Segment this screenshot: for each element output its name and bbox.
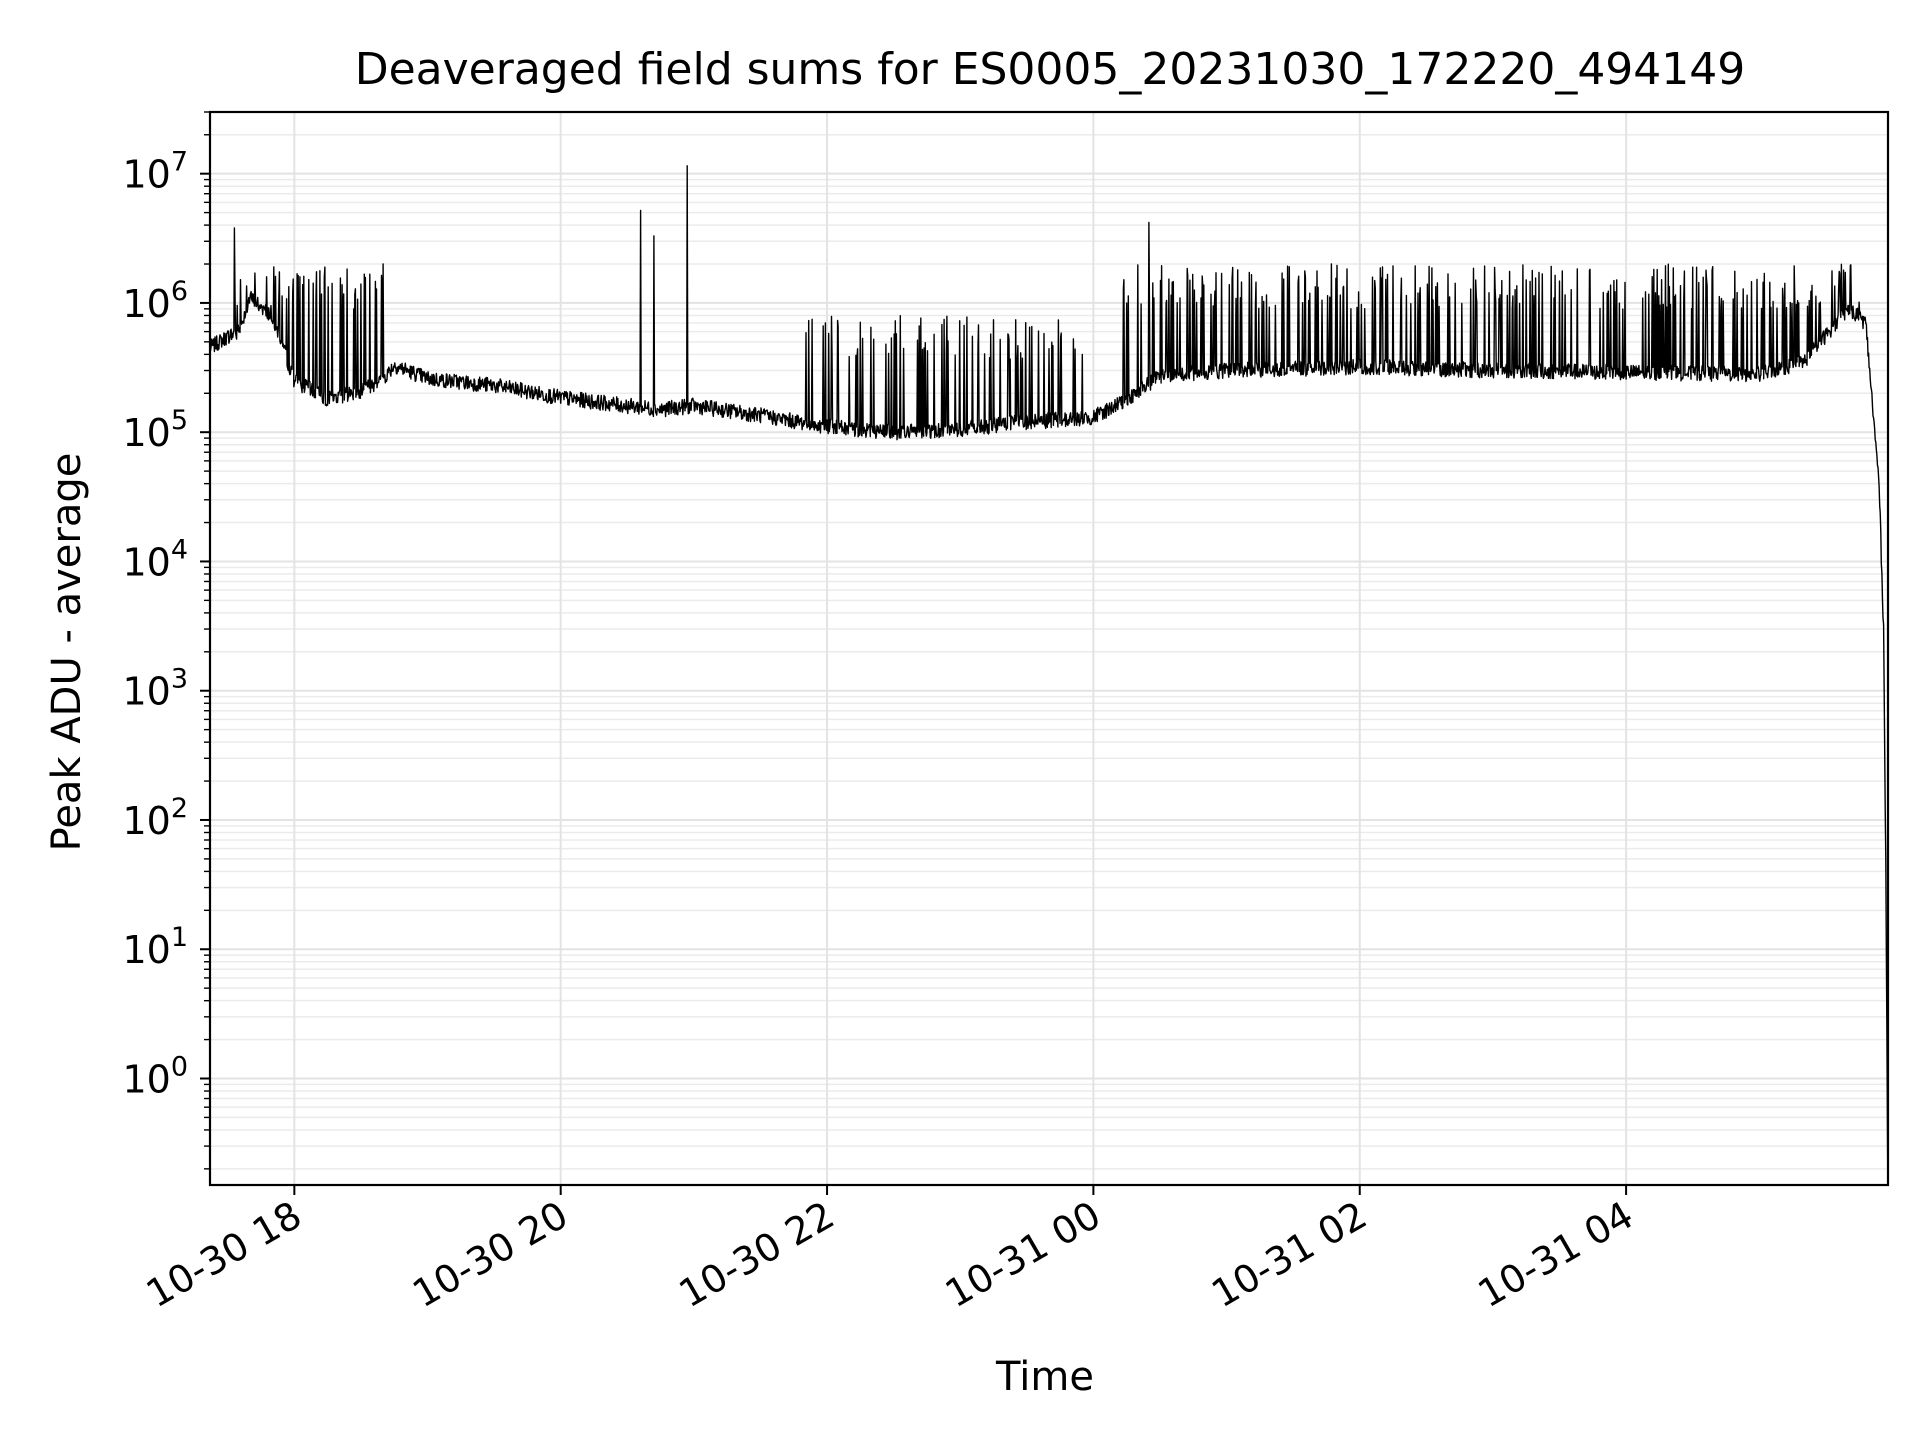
y-axis-label: Peak ADU - average	[44, 453, 90, 852]
x-axis-label: Time	[995, 1354, 1094, 1400]
plot-series	[210, 165, 1888, 1185]
y-tick-label: 106	[122, 276, 188, 326]
y-tick-label: 105	[122, 405, 188, 455]
grid	[210, 111, 1888, 1185]
axes-frame	[208, 110, 1890, 1187]
y-tick-label: 104	[122, 534, 188, 584]
y-tick-label: 100	[122, 1052, 188, 1102]
series-line-peak-adu	[210, 165, 1888, 1185]
chart-title: Deaveraged field sums for ES0005_2023103…	[355, 44, 1746, 95]
y-tick-label: 103	[122, 664, 188, 714]
y-tick-label: 101	[122, 922, 188, 972]
y-tick-label: 102	[122, 793, 188, 843]
y-tick-label: 107	[122, 147, 188, 197]
